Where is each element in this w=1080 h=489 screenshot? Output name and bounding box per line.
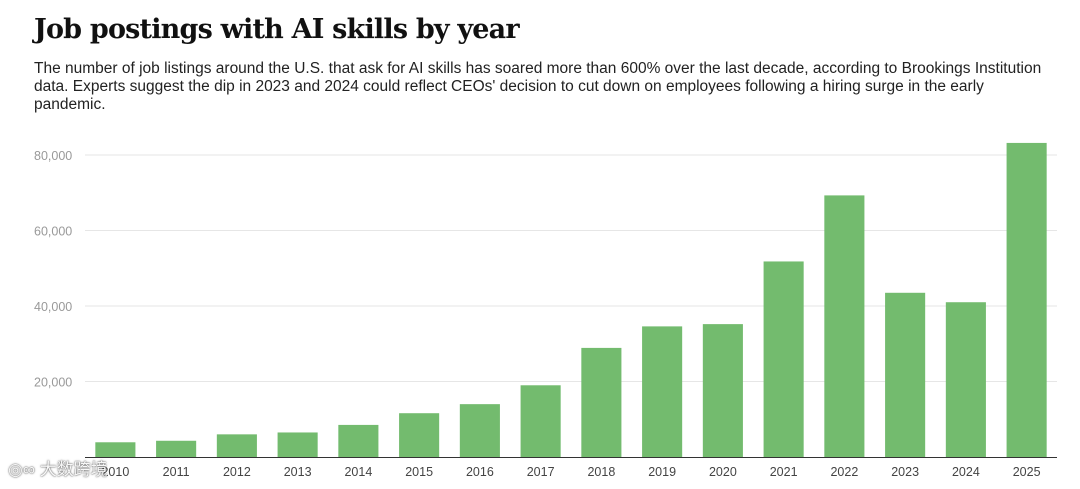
bar-2019 [642,326,683,457]
chart-subtitle: The number of job listings around the U.… [34,60,1042,113]
x-tick-label: 2012 [223,465,251,479]
x-tick-label: 2022 [830,465,858,479]
x-tick-label: 2016 [466,465,494,479]
x-tick-label: 2021 [770,465,798,479]
bar-2013 [277,432,318,457]
bar-2025 [1006,142,1047,458]
x-tick-label: 2014 [344,465,372,479]
x-tick-label: 2025 [1013,465,1041,479]
bar-2016 [459,404,500,457]
x-axis-ticks: 2010 2011 2012 2013 2014 2015 2016 2017 2018 2019… [101,465,1040,479]
x-tick-label: 2011 [163,465,190,479]
y-tick-label: 60,000 [34,225,72,239]
x-tick-label: 2020 [709,465,737,479]
x-tick-label: 2019 [648,465,676,479]
bar-2021 [763,261,804,457]
y-tick-label: 80,000 [34,149,72,163]
chart-title: Job postings with AI skills by year [34,14,520,45]
bar-2022 [824,195,865,457]
x-tick-label: 2013 [284,465,312,479]
x-tick-label: 2015 [405,465,433,479]
bar-2023 [885,292,926,457]
bar-2010 [95,442,136,457]
x-tick-label: 2023 [891,465,919,479]
watermark-logo: ◎∞ 大数跨境 [8,455,108,480]
x-tick-label: 2024 [952,465,980,479]
bars [95,142,1047,458]
watermark-icon: ◎∞ [8,460,35,479]
bar-2020 [702,324,743,457]
watermark-text: 大数跨境 [39,460,108,479]
x-tick-label: 2018 [587,465,615,479]
x-tick-label: 2010 [101,465,129,479]
x-tick-label: 2017 [527,465,555,479]
bar-2017 [520,385,561,457]
y-tick-label: 40,000 [34,300,72,314]
y-tick-label: 20,000 [34,376,72,390]
bar-2011 [156,440,197,457]
bar-2024 [945,302,986,457]
bar-2018 [581,347,622,457]
bar-2012 [216,434,257,457]
bar-2015 [399,413,440,457]
bar-2014 [338,424,379,457]
y-axis-ticks: 20,000 40,000 60,000 80,000 [34,149,72,390]
